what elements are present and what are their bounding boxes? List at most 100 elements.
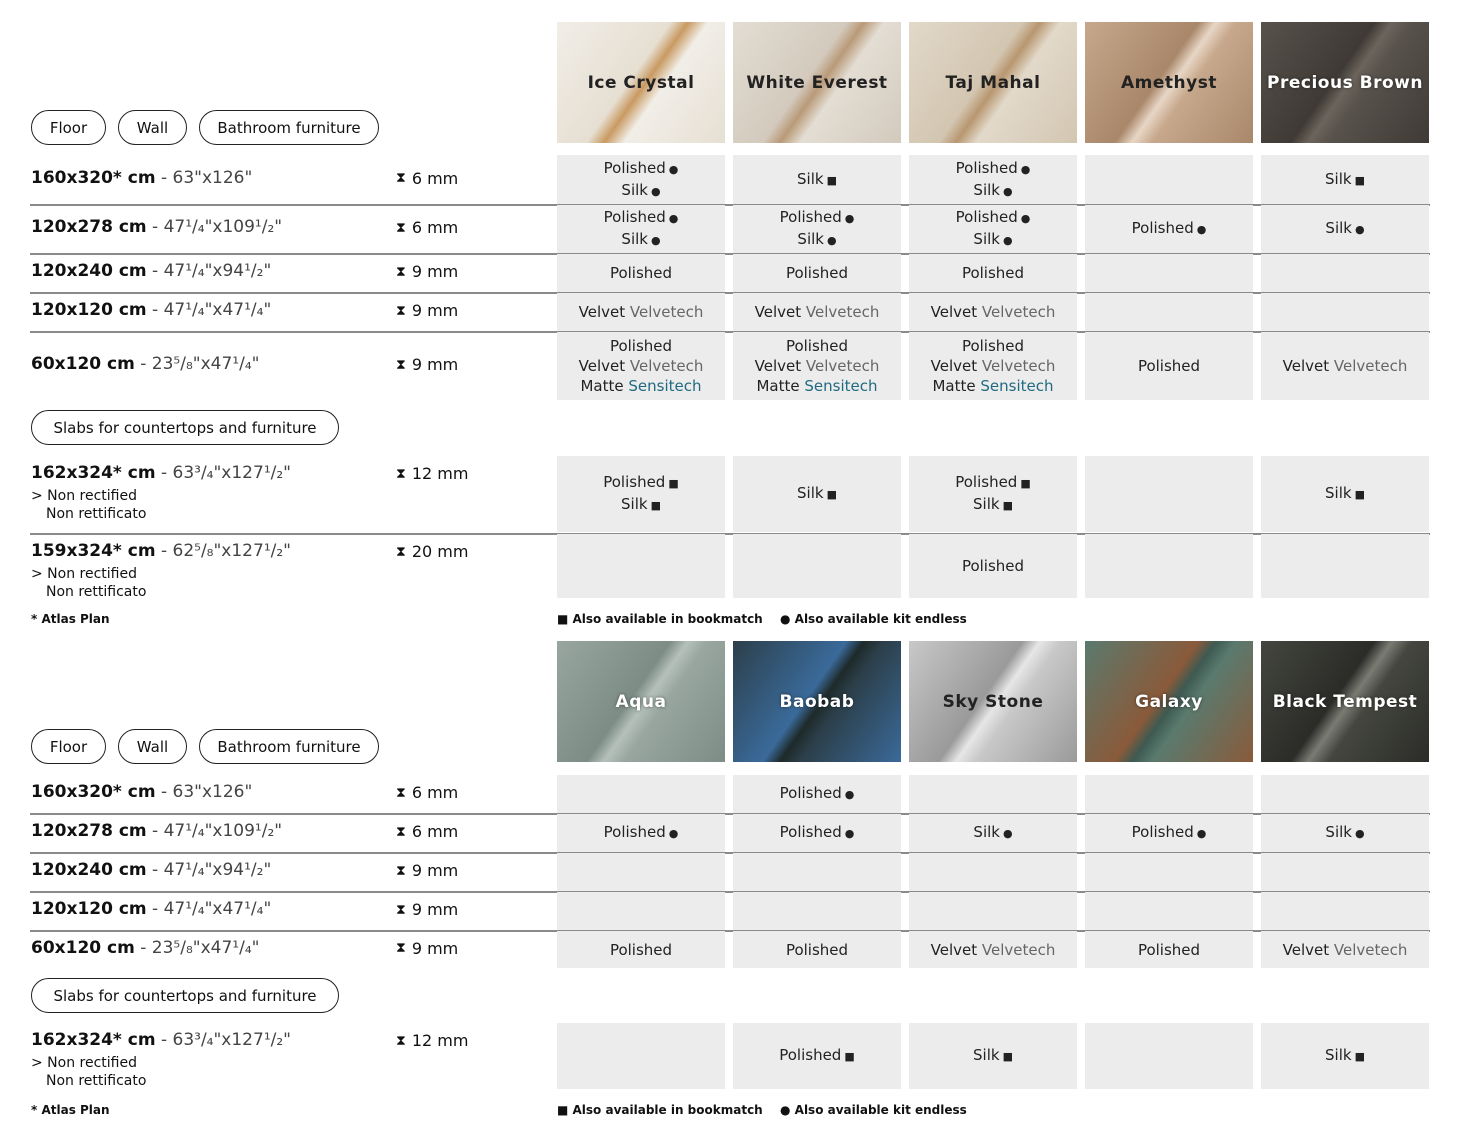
finish-name: Velvet <box>578 357 626 375</box>
finish-name: Polished <box>785 264 849 282</box>
kit-endless-dot-icon: ● <box>1002 827 1013 840</box>
size-metric: 120x278 cm <box>31 821 147 841</box>
filter-pill-bathroom-furniture[interactable]: Bathroom furniture <box>199 110 379 145</box>
finish-line: Polished ■ <box>603 472 679 494</box>
filter-pill-floor[interactable]: Floor <box>31 729 106 764</box>
legend-text: Also available kit endless <box>794 1103 967 1117</box>
finish-name: Polished <box>1137 940 1201 959</box>
availability-cell <box>733 534 901 598</box>
availability-cell <box>557 534 725 598</box>
finish-name: Silk <box>1325 219 1352 237</box>
non-rectified-note: > Non rectified <box>31 566 137 582</box>
bookmatch-square-icon: ■ <box>557 1103 573 1117</box>
finish-name: Polished <box>785 337 849 355</box>
product-name: Aqua <box>615 691 667 712</box>
finish-line: Velvet Velvetech <box>755 356 880 376</box>
bookmatch-square-icon: ■ <box>650 499 661 512</box>
separator: - <box>155 782 173 802</box>
thickness-value: 12 mm <box>411 1031 469 1050</box>
thickness: ⧗ 9 mm <box>396 262 458 281</box>
product-swatch[interactable]: Black Tempest <box>1261 641 1429 762</box>
product-name: Taj Mahal <box>945 72 1041 93</box>
non-rettificato-note: Non rettificato <box>46 1073 147 1089</box>
finish-line: Silk ■ <box>621 494 661 516</box>
finish-name: Matte <box>932 377 976 395</box>
finish-line: Polished ● <box>956 158 1031 180</box>
finish-name: Polished <box>779 208 842 226</box>
finish-line: Velvet Velvetech <box>755 302 880 322</box>
legend-kit-endless: ● Also available kit endless <box>780 1103 967 1117</box>
size-label: 120x120 cm - 47¹/₄"x47¹/₄" <box>31 899 271 919</box>
thickness-value: 9 mm <box>411 938 459 958</box>
finish-line: Velvet Velvetech <box>579 356 704 376</box>
availability-cell <box>909 853 1077 891</box>
size-metric: 120x278 cm <box>31 217 147 237</box>
size-imperial: 47¹/₄"x109¹/₂" <box>163 217 283 237</box>
product-swatch[interactable]: Precious Brown <box>1261 22 1429 143</box>
filter-pill-floor[interactable]: Floor <box>31 110 106 145</box>
availability-cell: Polished ● Silk ● <box>557 205 725 253</box>
filter-pill-slabs[interactable]: Slabs for countertops and furniture <box>31 410 339 445</box>
thickness-icon: ⧗ <box>396 465 406 482</box>
separator: - <box>155 167 173 188</box>
size-label: 120x120 cm - 47¹/₄"x47¹/₄" <box>31 300 271 320</box>
kit-endless-dot-icon: ● <box>844 212 855 225</box>
size-imperial: 47¹/₄"x94¹/₂" <box>163 261 272 281</box>
finish-line: Polished <box>610 263 672 283</box>
finish-name: Polished <box>961 557 1025 575</box>
availability-cell: Polished ■ Silk ■ <box>557 456 725 532</box>
finish-name: Polished <box>603 473 666 491</box>
bookmatch-square-icon: ■ <box>826 173 837 187</box>
non-rectified-note: > Non rectified <box>31 488 137 504</box>
product-swatch[interactable]: Aqua <box>557 641 725 762</box>
kit-endless-dot-icon: ● <box>826 234 837 247</box>
thickness-value: 9 mm <box>411 900 459 919</box>
thickness: ⧗ 6 mm <box>396 218 458 237</box>
product-swatch[interactable]: Amethyst <box>1085 22 1253 143</box>
product-swatch[interactable]: White Everest <box>733 22 901 143</box>
finish-line: Velvet Velvetech <box>579 302 704 322</box>
finish-line: Silk ● <box>1325 822 1364 844</box>
size-imperial: 23⁵/₈"x47¹/₄" <box>151 354 260 374</box>
filter-pill-wall[interactable]: Wall <box>118 110 187 145</box>
filter-pill-bathroom-furniture[interactable]: Bathroom furniture <box>199 729 379 764</box>
separator: - <box>146 217 164 237</box>
availability-cell: Polished ■ <box>733 1023 901 1089</box>
product-swatch[interactable]: Baobab <box>733 641 901 762</box>
availability-cell <box>1085 456 1253 532</box>
finish-name: Polished <box>955 473 1018 491</box>
finish-technology: Velvetech <box>1333 357 1408 375</box>
filter-pill-wall[interactable]: Wall <box>118 729 187 764</box>
finish-name: Polished <box>779 1046 842 1064</box>
finish-line: Polished <box>962 263 1024 283</box>
size-metric: 162x324* cm <box>31 463 156 483</box>
size-label: 60x120 cm - 23⁵/₈"x47¹/₄" <box>31 354 259 374</box>
bookmatch-square-icon: ■ <box>826 488 837 501</box>
product-swatch[interactable]: Galaxy <box>1085 641 1253 762</box>
product-swatch[interactable]: Sky Stone <box>909 641 1077 762</box>
finish-name: Polished <box>779 823 842 841</box>
thickness-value: 9 mm <box>411 301 459 320</box>
kit-endless-dot-icon: ● <box>650 234 661 247</box>
finish-line: Silk ● <box>973 180 1012 202</box>
availability-cell <box>1261 853 1429 891</box>
availability-cell: Polished <box>1085 332 1253 400</box>
product-swatch[interactable]: Taj Mahal <box>909 22 1077 143</box>
separator: - <box>134 937 152 958</box>
size-imperial: 63³/₄"x127¹/₂" <box>172 1030 292 1050</box>
filter-pill-slabs[interactable]: Slabs for countertops and furniture <box>31 978 339 1013</box>
legend-bookmatch: ■ Also available in bookmatch <box>557 612 763 626</box>
finish-line: Silk ■ <box>1325 483 1365 505</box>
finish-name: Polished <box>609 337 673 355</box>
availability-cell: Polished ● Silk ● <box>557 155 725 204</box>
bookmatch-square-icon: ■ <box>668 477 679 490</box>
thickness: ⧗ 9 mm <box>396 861 458 880</box>
size-imperial: 23⁵/₈"x47¹/₄" <box>151 937 260 958</box>
separator: - <box>155 1030 173 1050</box>
product-swatch[interactable]: Ice Crystal <box>557 22 725 143</box>
bookmatch-square-icon: ■ <box>1354 173 1365 187</box>
size-imperial: 47¹/₄"x47¹/₄" <box>163 300 272 320</box>
finish-name: Silk <box>621 180 648 199</box>
finish-line: Silk ● <box>621 180 660 202</box>
thickness-icon: ⧗ <box>396 1032 406 1049</box>
